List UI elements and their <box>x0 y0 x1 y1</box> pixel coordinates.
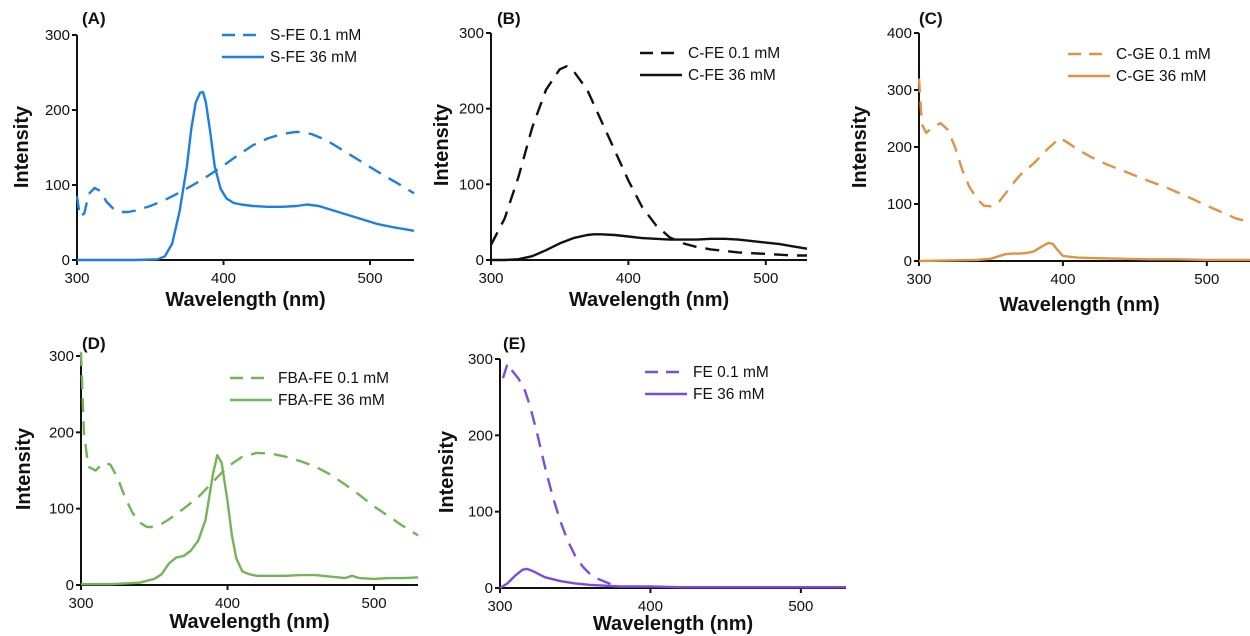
x-tick-label: 400 <box>616 270 641 287</box>
series-line-2 <box>491 233 808 262</box>
legend-label: C-FE 0.1 mM <box>688 45 780 62</box>
legend-label: C-GE 0.1 mM <box>1116 46 1211 63</box>
y-tick-label: 100 <box>459 176 484 193</box>
y-axis-title: Intensity <box>436 430 458 513</box>
legend-label: FE 36 mM <box>693 386 764 403</box>
x-tick-label: 500 <box>362 595 387 612</box>
y-tick-label: 200 <box>459 101 484 118</box>
x-tick-label: 400 <box>638 598 663 615</box>
x-axis-title: Wavelength (nm) <box>593 613 753 635</box>
legend-label: C-GE 36 mM <box>1116 68 1206 85</box>
x-tick-label: 500 <box>753 270 778 287</box>
chart-panel-b: 0 100 200 300 300 400 500 C-FE 0.1 mM C-FE 36 mM… <box>431 9 808 311</box>
y-tick-label: 100 <box>887 196 912 213</box>
y-tick-label: 0 <box>62 252 70 269</box>
y-tick-label: 200 <box>468 427 493 444</box>
series-line-2 <box>499 567 846 590</box>
legend-label: S-FE 36 mM <box>270 49 357 66</box>
x-axis-title: Wavelength (nm) <box>169 611 329 633</box>
x-tick-label: 300 <box>64 270 89 287</box>
series-line-1 <box>917 78 1250 224</box>
x-axis-title: Wavelength (nm) <box>165 289 325 311</box>
y-tick-label: 400 <box>887 25 912 42</box>
chart-panel-e: 0 100 200 300 300 400 500 FE 0.1 mM FE 36 mM (E) W… <box>436 334 846 635</box>
x-tick-label: 500 <box>788 598 813 615</box>
x-axis-title: Wavelength (nm) <box>999 294 1159 316</box>
panel-label: (E) <box>503 334 526 353</box>
y-tick-label: 100 <box>468 504 493 521</box>
x-tick-label: 300 <box>487 598 512 615</box>
chart-panel-d: 0 100 200 300 300 400 500 FBA-FE 0.1 mM FBA-FE 3… <box>13 334 419 633</box>
legend-label: S-FE 0.1 mM <box>270 27 361 44</box>
y-tick-label: 300 <box>887 82 912 99</box>
y-tick-label: 0 <box>476 252 484 269</box>
y-tick-label: 300 <box>468 351 493 368</box>
y-tick-label: 0 <box>904 253 912 270</box>
series-line-2 <box>77 90 415 262</box>
y-axis-title: Intensity <box>11 105 33 188</box>
legend-label: FBA-FE 36 mM <box>278 392 385 409</box>
legend-label: FBA-FE 0.1 mM <box>278 370 389 387</box>
series-line-1 <box>489 65 807 257</box>
x-tick-label: 400 <box>1050 271 1075 288</box>
x-tick-label: 500 <box>358 270 383 287</box>
y-axis-title: Intensity <box>849 105 871 188</box>
chart-panel-a: 0 100 200 300 300 400 500 S-FE 0.1 mM S-FE 36 mM… <box>11 9 415 311</box>
series-line-1 <box>75 130 415 218</box>
series-line-1 <box>79 352 419 537</box>
y-tick-label: 200 <box>45 102 70 119</box>
y-tick-label: 300 <box>459 25 484 42</box>
legend-label: C-FE 36 mM <box>688 67 776 84</box>
x-axis-title: Wavelength (nm) <box>569 289 729 311</box>
y-tick-label: 300 <box>49 348 74 365</box>
panel-label: (A) <box>82 9 106 28</box>
x-tick-label: 300 <box>68 595 93 612</box>
y-axis-title: Intensity <box>13 427 35 510</box>
series-line-2 <box>81 454 419 586</box>
y-tick-label: 100 <box>49 501 74 518</box>
x-tick-label: 300 <box>478 270 503 287</box>
x-tick-label: 500 <box>1194 271 1219 288</box>
x-tick-label: 400 <box>211 270 236 287</box>
series-line-2 <box>918 241 1250 263</box>
y-axis-title: Intensity <box>431 103 453 186</box>
y-tick-label: 300 <box>45 27 70 44</box>
y-tick-label: 0 <box>485 580 493 597</box>
panel-label: (C) <box>919 9 943 28</box>
legend-label: FE 0.1 mM <box>693 364 769 381</box>
y-tick-label: 200 <box>49 424 74 441</box>
x-tick-label: 300 <box>906 271 931 288</box>
chart-panel-c: 0 100 200 300 400 300 400 500 C-GE 0.1 mM C-GE 36… <box>849 9 1250 316</box>
panel-label: (D) <box>82 334 106 353</box>
x-tick-label: 400 <box>215 595 240 612</box>
y-tick-label: 100 <box>45 177 70 194</box>
series-line-1 <box>501 362 614 587</box>
panel-label: (B) <box>497 9 521 28</box>
y-tick-label: 0 <box>66 577 74 594</box>
y-tick-label: 200 <box>887 139 912 156</box>
